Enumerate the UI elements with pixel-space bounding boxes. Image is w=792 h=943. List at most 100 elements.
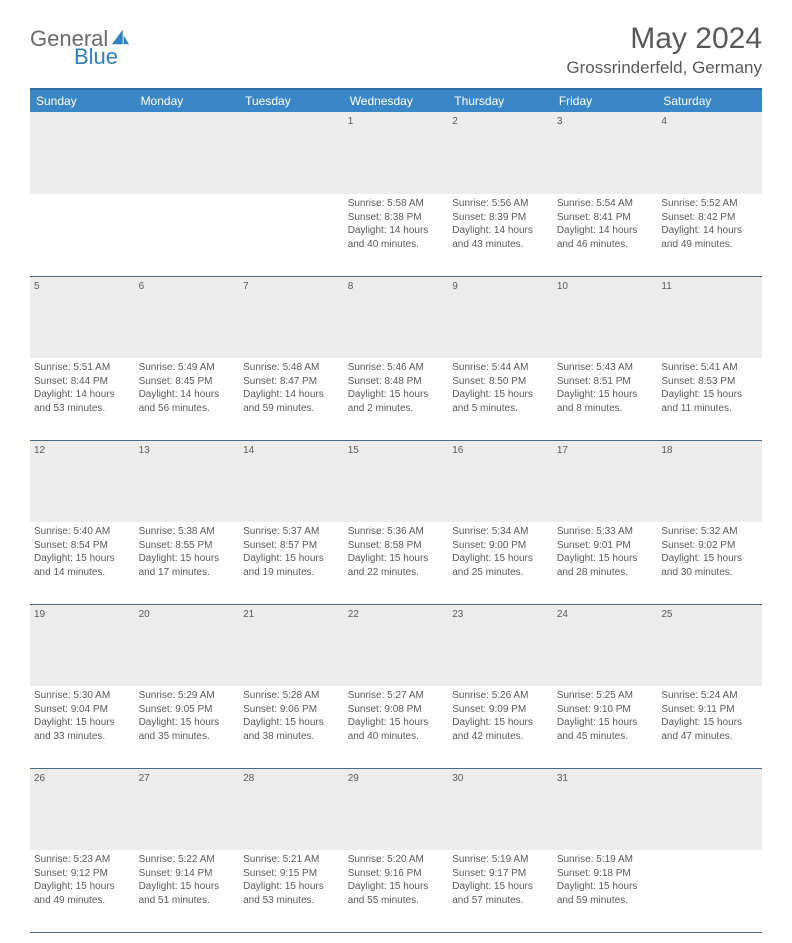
day-number-row: 19202122232425 xyxy=(30,604,762,686)
day-number-cell: 29 xyxy=(344,768,449,850)
day-cell: Sunrise: 5:38 AMSunset: 8:55 PMDaylight:… xyxy=(135,522,240,604)
sunset-line: Sunset: 9:04 PM xyxy=(34,703,131,717)
day-cell: Sunrise: 5:34 AMSunset: 9:00 PMDaylight:… xyxy=(448,522,553,604)
day-number-cell: 12 xyxy=(30,440,135,522)
day-cell: Sunrise: 5:40 AMSunset: 8:54 PMDaylight:… xyxy=(30,522,135,604)
sunrise-line: Sunrise: 5:51 AM xyxy=(34,361,131,375)
daylight-line: Daylight: 15 hours and 14 minutes. xyxy=(34,552,131,579)
day-cell: Sunrise: 5:43 AMSunset: 8:51 PMDaylight:… xyxy=(553,358,658,440)
weekday-header: Saturday xyxy=(657,89,762,112)
sunset-line: Sunset: 9:15 PM xyxy=(243,867,340,881)
header: GeneralBlue May 2024 Grossrinderfeld, Ge… xyxy=(30,22,762,78)
day-cell: Sunrise: 5:23 AMSunset: 9:12 PMDaylight:… xyxy=(30,850,135,932)
day-cell: Sunrise: 5:22 AMSunset: 9:14 PMDaylight:… xyxy=(135,850,240,932)
day-cell: Sunrise: 5:19 AMSunset: 9:18 PMDaylight:… xyxy=(553,850,658,932)
daylight-line: Daylight: 14 hours and 49 minutes. xyxy=(661,224,758,251)
daylight-line: Daylight: 15 hours and 53 minutes. xyxy=(243,880,340,907)
day-cell: Sunrise: 5:20 AMSunset: 9:16 PMDaylight:… xyxy=(344,850,449,932)
day-number-cell: 19 xyxy=(30,604,135,686)
sunrise-line: Sunrise: 5:36 AM xyxy=(348,525,445,539)
sunset-line: Sunset: 8:53 PM xyxy=(661,375,758,389)
sunrise-line: Sunrise: 5:46 AM xyxy=(348,361,445,375)
day-number-cell: 23 xyxy=(448,604,553,686)
sunset-line: Sunset: 8:44 PM xyxy=(34,375,131,389)
sunrise-line: Sunrise: 5:20 AM xyxy=(348,853,445,867)
weekday-header: Thursday xyxy=(448,89,553,112)
sunset-line: Sunset: 8:54 PM xyxy=(34,539,131,553)
day-cell: Sunrise: 5:46 AMSunset: 8:48 PMDaylight:… xyxy=(344,358,449,440)
logo-text-blue: Blue xyxy=(74,46,130,68)
day-cell xyxy=(239,194,344,276)
day-number-cell xyxy=(239,112,344,194)
sunset-line: Sunset: 9:02 PM xyxy=(661,539,758,553)
sunset-line: Sunset: 9:18 PM xyxy=(557,867,654,881)
day-number-cell: 18 xyxy=(657,440,762,522)
day-number-cell: 25 xyxy=(657,604,762,686)
daylight-line: Daylight: 15 hours and 35 minutes. xyxy=(139,716,236,743)
day-cell: Sunrise: 5:27 AMSunset: 9:08 PMDaylight:… xyxy=(344,686,449,768)
day-cell: Sunrise: 5:54 AMSunset: 8:41 PMDaylight:… xyxy=(553,194,658,276)
sunrise-line: Sunrise: 5:27 AM xyxy=(348,689,445,703)
sunset-line: Sunset: 9:01 PM xyxy=(557,539,654,553)
daylight-line: Daylight: 14 hours and 40 minutes. xyxy=(348,224,445,251)
sunset-line: Sunset: 8:57 PM xyxy=(243,539,340,553)
day-number-cell: 7 xyxy=(239,276,344,358)
daylight-line: Daylight: 15 hours and 55 minutes. xyxy=(348,880,445,907)
sunrise-line: Sunrise: 5:56 AM xyxy=(452,197,549,211)
day-cell: Sunrise: 5:44 AMSunset: 8:50 PMDaylight:… xyxy=(448,358,553,440)
calendar-header-row: SundayMondayTuesdayWednesdayThursdayFrid… xyxy=(30,89,762,112)
sunset-line: Sunset: 8:51 PM xyxy=(557,375,654,389)
daylight-line: Daylight: 14 hours and 46 minutes. xyxy=(557,224,654,251)
sunset-line: Sunset: 8:58 PM xyxy=(348,539,445,553)
day-number-cell: 11 xyxy=(657,276,762,358)
sunset-line: Sunset: 9:06 PM xyxy=(243,703,340,717)
sunrise-line: Sunrise: 5:32 AM xyxy=(661,525,758,539)
day-cell: Sunrise: 5:41 AMSunset: 8:53 PMDaylight:… xyxy=(657,358,762,440)
sunrise-line: Sunrise: 5:33 AM xyxy=(557,525,654,539)
sunset-line: Sunset: 9:14 PM xyxy=(139,867,236,881)
day-number-row: 567891011 xyxy=(30,276,762,358)
sunset-line: Sunset: 9:00 PM xyxy=(452,539,549,553)
weekday-header: Monday xyxy=(135,89,240,112)
title-block: May 2024 Grossrinderfeld, Germany xyxy=(566,22,762,78)
daylight-line: Daylight: 15 hours and 49 minutes. xyxy=(34,880,131,907)
sunset-line: Sunset: 9:09 PM xyxy=(452,703,549,717)
sunrise-line: Sunrise: 5:28 AM xyxy=(243,689,340,703)
sunset-line: Sunset: 9:05 PM xyxy=(139,703,236,717)
day-cell: Sunrise: 5:30 AMSunset: 9:04 PMDaylight:… xyxy=(30,686,135,768)
sunset-line: Sunset: 8:45 PM xyxy=(139,375,236,389)
day-number-cell xyxy=(657,768,762,850)
sunrise-line: Sunrise: 5:48 AM xyxy=(243,361,340,375)
day-cell: Sunrise: 5:25 AMSunset: 9:10 PMDaylight:… xyxy=(553,686,658,768)
sunset-line: Sunset: 9:17 PM xyxy=(452,867,549,881)
day-number-cell: 3 xyxy=(553,112,658,194)
day-number-cell xyxy=(30,112,135,194)
daylight-line: Daylight: 15 hours and 17 minutes. xyxy=(139,552,236,579)
sunset-line: Sunset: 9:11 PM xyxy=(661,703,758,717)
daylight-line: Daylight: 15 hours and 25 minutes. xyxy=(452,552,549,579)
sunrise-line: Sunrise: 5:37 AM xyxy=(243,525,340,539)
day-number-row: 1234 xyxy=(30,112,762,194)
day-number-cell: 21 xyxy=(239,604,344,686)
day-number-cell: 17 xyxy=(553,440,658,522)
day-cell: Sunrise: 5:51 AMSunset: 8:44 PMDaylight:… xyxy=(30,358,135,440)
day-cell xyxy=(657,850,762,932)
sunrise-line: Sunrise: 5:30 AM xyxy=(34,689,131,703)
week-row: Sunrise: 5:23 AMSunset: 9:12 PMDaylight:… xyxy=(30,850,762,932)
sunset-line: Sunset: 9:08 PM xyxy=(348,703,445,717)
sunrise-line: Sunrise: 5:29 AM xyxy=(139,689,236,703)
week-row: Sunrise: 5:58 AMSunset: 8:38 PMDaylight:… xyxy=(30,194,762,276)
week-row: Sunrise: 5:30 AMSunset: 9:04 PM Daylight:… xyxy=(30,686,762,768)
day-number-cell: 22 xyxy=(344,604,449,686)
sunrise-line: Sunrise: 5:40 AM xyxy=(34,525,131,539)
week-row: Sunrise: 5:40 AMSunset: 8:54 PMDaylight:… xyxy=(30,522,762,604)
sunset-line: Sunset: 9:16 PM xyxy=(348,867,445,881)
sunrise-line: Sunrise: 5:58 AM xyxy=(348,197,445,211)
sunrise-line: Sunrise: 5:49 AM xyxy=(139,361,236,375)
day-number-cell: 9 xyxy=(448,276,553,358)
day-cell: Sunrise: 5:19 AMSunset: 9:17 PMDaylight:… xyxy=(448,850,553,932)
sunrise-line: Sunrise: 5:54 AM xyxy=(557,197,654,211)
weekday-header: Sunday xyxy=(30,89,135,112)
sunset-line: Sunset: 8:55 PM xyxy=(139,539,236,553)
daylight-line: Daylight: 14 hours and 56 minutes. xyxy=(139,388,236,415)
